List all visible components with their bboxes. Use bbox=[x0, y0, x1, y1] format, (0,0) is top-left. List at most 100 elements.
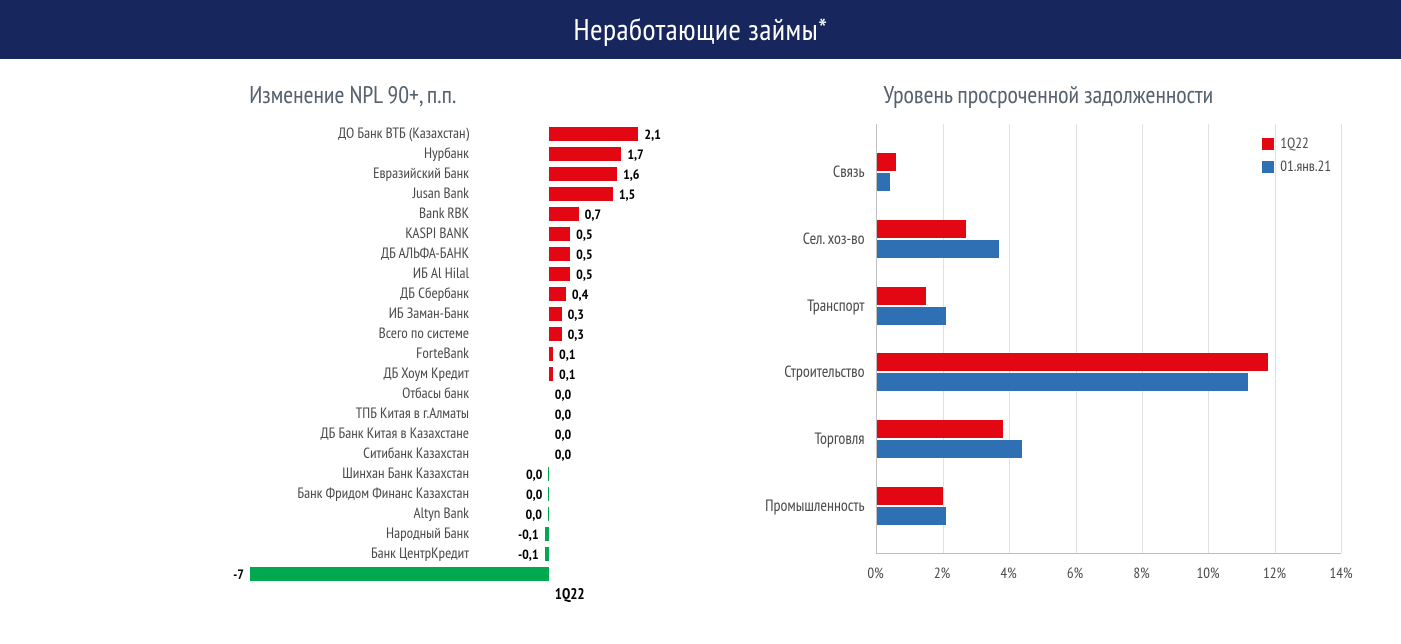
right-x-tick: 4% bbox=[1000, 564, 1016, 583]
left-bar-wrap: 1,7 bbox=[250, 147, 656, 161]
left-bar-value: 1,7 bbox=[627, 145, 643, 163]
left-chart-row: Банк ЦентрКредит-0,1 bbox=[250, 544, 656, 564]
left-chart-row: ДБ Хоум Кредит0,1 bbox=[250, 364, 656, 384]
right-bar bbox=[877, 507, 947, 525]
left-bar bbox=[250, 567, 549, 581]
right-bar bbox=[877, 307, 947, 325]
left-bar bbox=[549, 127, 639, 141]
left-bar-wrap: 0,4 bbox=[250, 287, 656, 301]
right-category-group: Сел. хоз-во bbox=[877, 220, 1342, 258]
left-chart-row: Нурбанк1,7 bbox=[250, 144, 656, 164]
left-bar-value: 0,0 bbox=[555, 425, 571, 443]
left-chart-row: Bank RBK0,7 bbox=[250, 204, 656, 224]
right-bar bbox=[877, 153, 897, 171]
left-chart-row: ТПБ Китая в г.Алматы0,0 bbox=[250, 404, 656, 424]
left-chart-row: ИБ Заман-Банк0,3 bbox=[250, 304, 656, 324]
left-bar bbox=[545, 547, 549, 561]
left-bar-value: 0,3 bbox=[568, 325, 584, 343]
left-bar-value: 1,6 bbox=[623, 165, 639, 183]
right-x-tick: 8% bbox=[1133, 564, 1149, 583]
left-chart-row: Шинхан Банк Казахстан0,0 bbox=[250, 464, 656, 484]
left-chart-row: Евразийский Банк1,6 bbox=[250, 164, 656, 184]
left-bar-value: 0,0 bbox=[526, 485, 542, 503]
left-bar-value: 0,0 bbox=[555, 405, 571, 423]
right-chart-panel: Уровень просроченной задолженности 1Q22 0… bbox=[716, 79, 1382, 604]
left-bar-wrap: 0,0 bbox=[250, 507, 656, 521]
left-chart-row: Народный Банк-0,1 bbox=[250, 524, 656, 544]
right-bar bbox=[877, 353, 1269, 371]
right-plot-area: 1Q2201.янв.21 СвязьСел. хоз-воТранспортС… bbox=[876, 124, 1342, 554]
left-series-row: 1Q22 bbox=[250, 584, 656, 604]
left-bar-value: 0,0 bbox=[555, 445, 571, 463]
left-bar-value: 0,3 bbox=[568, 305, 584, 323]
page-title: Неработающие займы* bbox=[573, 10, 827, 49]
left-bar-value: 0,4 bbox=[572, 285, 588, 303]
left-bar-value: 0,7 bbox=[585, 205, 601, 223]
left-bar bbox=[549, 347, 553, 361]
left-chart-row: ДБ Банк Китая в Казахстане0,0 bbox=[250, 424, 656, 444]
right-x-tick: 6% bbox=[1067, 564, 1083, 583]
left-bar bbox=[549, 327, 562, 341]
left-series-label: 1Q22 bbox=[555, 585, 585, 604]
left-bar-wrap: 0,0 bbox=[250, 487, 656, 501]
left-bar-value: 0,0 bbox=[526, 505, 542, 523]
left-bar-value: 0,5 bbox=[576, 245, 592, 263]
left-bar-wrap: 1,5 bbox=[250, 187, 656, 201]
left-bar-value: 0,5 bbox=[576, 265, 592, 283]
right-category-label: Промышленность bbox=[765, 496, 876, 516]
right-category-group: Торговля bbox=[877, 420, 1342, 458]
left-bar-value: -0,1 bbox=[518, 525, 539, 543]
left-chart-row: ДО Банк ВТБ (Казахстан)2,1 bbox=[250, 124, 656, 144]
right-category-group: Связь bbox=[877, 153, 1342, 191]
left-chart-row: Ситибанк Казахстан0,0 bbox=[250, 444, 656, 464]
left-bar-wrap: 0,1 bbox=[250, 347, 656, 361]
right-bar bbox=[877, 220, 967, 238]
left-bar bbox=[548, 507, 549, 521]
right-x-tick: 10% bbox=[1196, 564, 1219, 583]
left-bar-value: 0,1 bbox=[559, 345, 575, 363]
left-bar-wrap: -0,1 bbox=[250, 547, 656, 561]
left-bar-value: -0,1 bbox=[518, 545, 539, 563]
left-bar bbox=[549, 367, 553, 381]
right-x-axis: 0%2%4%6%8%10%12%14% bbox=[876, 564, 1342, 584]
left-bar bbox=[549, 207, 579, 221]
left-bar-value: 0,0 bbox=[555, 385, 571, 403]
right-x-tick: 0% bbox=[867, 564, 883, 583]
left-chart-title: Изменение NPL 90+, п.п. bbox=[20, 79, 686, 110]
right-bar bbox=[877, 487, 943, 505]
left-bar-wrap: 0,7 bbox=[250, 207, 656, 221]
left-bar bbox=[549, 227, 570, 241]
left-bar-value: 2,1 bbox=[644, 125, 660, 143]
right-x-tick: 2% bbox=[934, 564, 950, 583]
left-bar bbox=[549, 247, 570, 261]
right-x-tick: 12% bbox=[1263, 564, 1286, 583]
right-category-label: Сел. хоз-во bbox=[803, 229, 877, 249]
left-bar-wrap: 2,1 bbox=[250, 127, 656, 141]
left-chart-row: Банк Фридом Финанс Казахстан0,0 bbox=[250, 484, 656, 504]
right-bar bbox=[877, 373, 1249, 391]
left-bar-wrap: 0,3 bbox=[250, 307, 656, 321]
left-chart-row: ДБ КЗИ БАНК-7 bbox=[250, 564, 656, 584]
left-bar-wrap: 0,0 bbox=[250, 427, 656, 441]
left-chart-row: Отбасы банк0,0 bbox=[250, 384, 656, 404]
left-bar bbox=[549, 167, 617, 181]
left-chart-row: Jusan Bank1,5 bbox=[250, 184, 656, 204]
right-bar bbox=[877, 173, 890, 191]
right-chart-plot: 1Q2201.янв.21 СвязьСел. хоз-воТранспортС… bbox=[736, 124, 1342, 594]
right-category-group: Промышленность bbox=[877, 487, 1342, 525]
right-bar bbox=[877, 440, 1023, 458]
left-chart-row: ДБ АЛЬФА-БАНК0,5 bbox=[250, 244, 656, 264]
legend-row: 1Q22 bbox=[1262, 134, 1331, 153]
left-bar-value: 1,5 bbox=[619, 185, 635, 203]
right-chart-title: Уровень просроченной задолженности bbox=[716, 79, 1382, 110]
legend-label: 1Q22 bbox=[1280, 134, 1309, 153]
right-category-label: Строительство bbox=[784, 362, 876, 382]
right-category-label: Связь bbox=[833, 162, 877, 182]
left-chart-row: ForteBank0,1 bbox=[250, 344, 656, 364]
left-chart-plot: ДО Банк ВТБ (Казахстан)2,1Нурбанк1,7Евра… bbox=[20, 124, 686, 604]
left-bar bbox=[545, 527, 549, 541]
legend-swatch bbox=[1262, 138, 1274, 150]
left-bar-wrap: 0,5 bbox=[250, 227, 656, 241]
left-bar-wrap: 0,0 bbox=[250, 387, 656, 401]
left-bar-wrap: 0,5 bbox=[250, 267, 656, 281]
